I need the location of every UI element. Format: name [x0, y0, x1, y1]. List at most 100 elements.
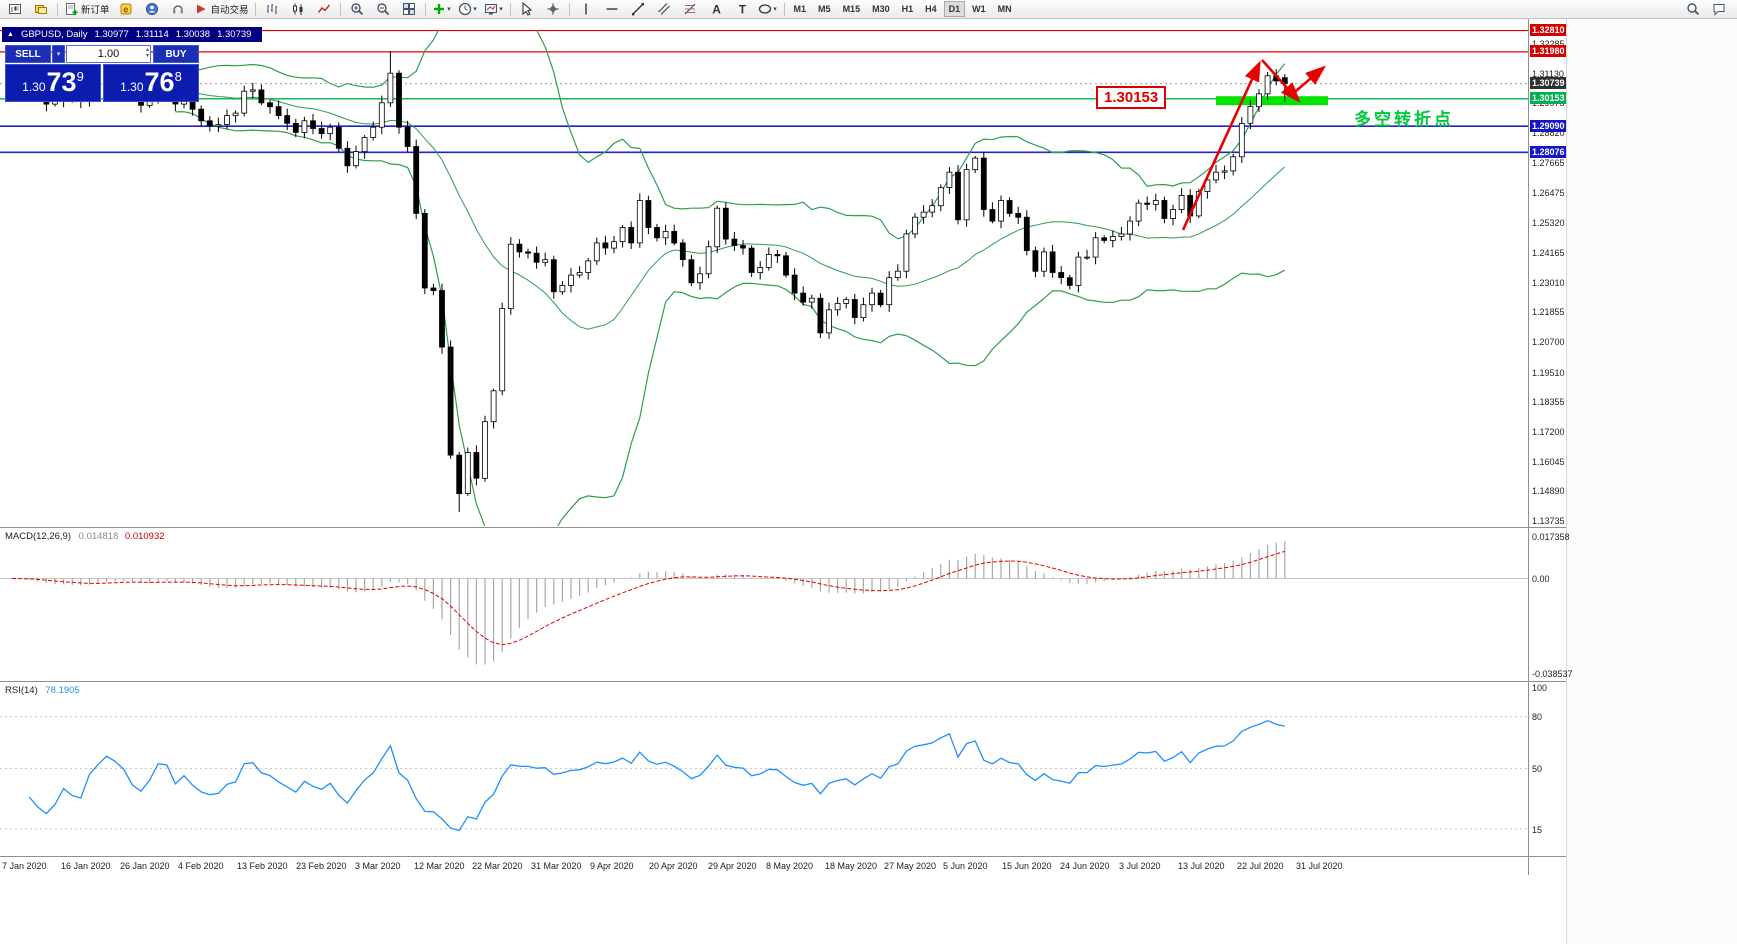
panel-separator[interactable] — [0, 681, 1566, 682]
price-scale-label: 1.23010 — [1532, 278, 1565, 288]
panel-separator[interactable] — [0, 527, 1566, 528]
buy-button[interactable]: BUY — [153, 45, 199, 63]
periods-icon[interactable]: ▾ — [456, 1, 480, 18]
date-label: 24 Jun 2020 — [1060, 861, 1110, 871]
price-scale-label: 1.26475 — [1532, 188, 1565, 198]
timeframe-m1[interactable]: M1 — [793, 4, 807, 14]
timeframe-h4[interactable]: H4 — [925, 4, 937, 14]
date-label: 12 Mar 2020 — [414, 861, 465, 871]
rsi-scale-label: 50 — [1532, 764, 1543, 774]
ohlc-high: 1.31114 — [135, 29, 169, 40]
profiles-icon[interactable] — [29, 1, 53, 18]
timeframe-m5[interactable]: M5 — [818, 4, 831, 14]
macd-scale-label: 0.00 — [1532, 574, 1550, 584]
date-label: 26 Jan 2020 — [120, 861, 170, 871]
cursor-icon[interactable] — [515, 1, 539, 18]
chart-window[interactable]: ▲ GBPUSD, Daily 1.30977 1.31114 1.30038 … — [0, 19, 1573, 875]
horizontal-line-icon[interactable] — [600, 1, 624, 18]
metaeditor-icon[interactable]: e — [114, 1, 138, 18]
time-axis[interactable]: 7 Jan 2020 16 Jan 2020 26 Jan 2020 4 Feb 20… — [0, 857, 1528, 875]
trendline-icon[interactable] — [626, 1, 650, 18]
timeframe-h1[interactable]: H1 — [901, 4, 914, 14]
bollinger-middle-band — [175, 89, 1286, 330]
timeframe-w1[interactable]: W1 — [972, 4, 986, 14]
toolbar: 新订单 e 自动交易 ▾ ▾ ▾ A T ▾ M1 M5 M15 M30 H1 H4 D1 W1 MN — [0, 0, 1737, 19]
main-price-chart[interactable] — [0, 30, 1528, 526]
date-label: 9 Apr 2020 — [590, 861, 634, 871]
date-label: 22 Jul 2020 — [1237, 861, 1284, 871]
price-scale-label: 1.19510 — [1532, 368, 1565, 378]
candlestick-series — [9, 51, 1288, 512]
ohlc-close: 1.30739 — [217, 29, 252, 40]
date-label: 29 Apr 2020 — [708, 861, 757, 871]
timeframe-m30[interactable]: M30 — [872, 4, 890, 14]
macd-scale-label: 0.017358 — [1532, 532, 1570, 542]
crosshair-icon[interactable] — [541, 1, 565, 18]
support-icon[interactable] — [166, 1, 190, 18]
macd-name: MACD(12,26,9) — [5, 531, 71, 542]
toolbar-separator — [424, 2, 426, 16]
one-click-trading-panel: SELL ▾ 1.00 ▴ ▾ BUY 1.30 73 9 1.30 76 8 — [5, 45, 199, 102]
new-chart-icon[interactable] — [3, 1, 27, 18]
shapes-icon[interactable]: ▾ — [756, 1, 780, 18]
volume-spinner[interactable]: ▴ ▾ — [145, 47, 149, 59]
macd-histogram — [20, 541, 1286, 665]
price-scale-label: 1.25320 — [1532, 218, 1565, 228]
macd-indicator-label: MACD(12,26,9) 0.014818 0.010932 — [5, 531, 165, 542]
macd-scale-label: -0.038537 — [1532, 669, 1573, 679]
community-icon[interactable] — [140, 1, 164, 18]
date-label: 27 May 2020 — [884, 861, 937, 871]
price-badge: 1.32810 — [1530, 24, 1566, 36]
candlestick-icon[interactable] — [286, 1, 310, 18]
sell-price-button[interactable]: 1.30 73 9 — [5, 64, 101, 102]
svg-text:T: T — [738, 3, 746, 17]
price-scale-label: 1.24165 — [1532, 248, 1565, 258]
date-label: 4 Feb 2020 — [178, 861, 224, 871]
timeframe-mn[interactable]: MN — [997, 4, 1012, 14]
ohlc-open: 1.30977 — [94, 29, 129, 40]
channel-icon[interactable] — [652, 1, 676, 18]
price-scale-label: 1.32285 — [1532, 39, 1565, 49]
macd-main-value: 0.014818 — [78, 531, 119, 542]
vertical-line-icon[interactable] — [574, 1, 598, 18]
fibonacci-icon[interactable] — [678, 1, 702, 18]
date-label: 3 Jul 2020 — [1119, 861, 1161, 871]
macd-panel[interactable] — [0, 528, 1528, 680]
buy-price-big: 76 — [144, 67, 175, 97]
timeframe-m15[interactable]: M15 — [842, 4, 861, 14]
bar-chart-icon[interactable] — [260, 1, 284, 18]
chart-title-bar[interactable]: ▲ GBPUSD, Daily 1.30977 1.31114 1.30038 … — [2, 27, 262, 42]
buy-price-button[interactable]: 1.30 76 8 — [103, 64, 199, 102]
toolbar-separator — [783, 2, 785, 16]
price-scale-label: 1.21855 — [1532, 307, 1565, 317]
buy-price-prefix: 1.30 — [120, 80, 144, 94]
sell-button[interactable]: SELL — [5, 45, 51, 63]
rsi-panel[interactable] — [0, 682, 1528, 855]
autotrading-button[interactable]: 自动交易 — [192, 1, 251, 18]
text-icon[interactable]: A — [704, 1, 728, 18]
tile-windows-icon[interactable] — [397, 1, 421, 18]
search-icon[interactable] — [1681, 1, 1705, 18]
label-icon[interactable]: T — [730, 1, 754, 18]
volume-value: 1.00 — [97, 48, 120, 60]
rsi-line — [28, 719, 1285, 832]
svg-text:A: A — [712, 3, 721, 17]
zoom-in-icon[interactable] — [345, 1, 369, 18]
zoom-out-icon[interactable] — [371, 1, 395, 18]
date-label: 31 Mar 2020 — [531, 861, 582, 871]
sell-price-sup: 9 — [76, 69, 84, 84]
indicators-icon[interactable]: ▾ — [434, 4, 451, 14]
volume-input[interactable]: 1.00 ▴ ▾ — [66, 45, 151, 63]
new-order-button[interactable]: 新订单 — [62, 1, 112, 18]
trade-settings-dropdown[interactable]: ▾ — [52, 45, 65, 63]
timeframe-d1[interactable]: D1 — [943, 1, 966, 17]
price-axis[interactable]: 1.322851.311301.299751.288201.276651.264… — [1528, 19, 1573, 875]
chat-icon[interactable] — [1707, 1, 1731, 18]
date-label: 22 Mar 2020 — [472, 861, 523, 871]
line-chart-icon[interactable] — [312, 1, 336, 18]
trade-prices-row: 1.30 73 9 1.30 76 8 — [5, 64, 199, 102]
templates-icon[interactable]: ▾ — [482, 1, 506, 18]
price-scale-label: 1.27665 — [1532, 158, 1565, 168]
price-scale-label: 1.18355 — [1532, 397, 1565, 407]
price-badge: 1.30739 — [1530, 77, 1566, 89]
